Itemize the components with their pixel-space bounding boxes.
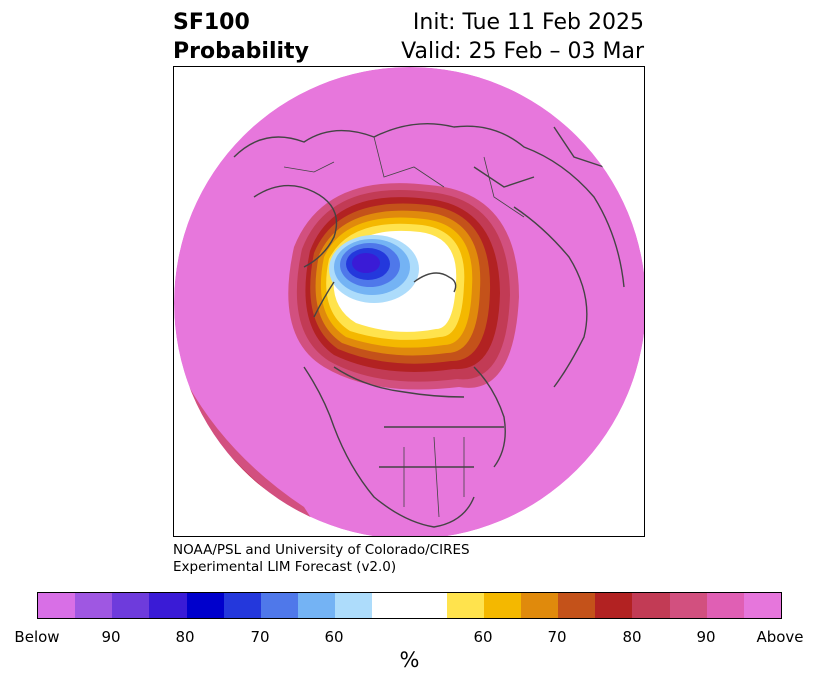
colorbar-tick-label: 70 [250, 628, 270, 646]
forecast-dates: Init: Tue 11 Feb 2025 Valid: 25 Feb – 03… [401, 8, 644, 66]
map-panel [173, 66, 645, 537]
credit-line-2: Experimental LIM Forecast (v2.0) [173, 559, 397, 575]
colorbar-swatch [75, 593, 113, 618]
polar-map [174, 67, 644, 536]
colorbar-swatch [112, 593, 150, 618]
colorbar-swatch [706, 593, 744, 618]
colorbar-tick-label: Above [756, 628, 804, 646]
colorbar-tick-label: 60 [473, 628, 493, 646]
anomaly-rings [288, 183, 519, 390]
colorbar-swatch [149, 593, 187, 618]
colorbar-swatch [372, 593, 447, 618]
valid-range: Valid: 25 Feb – 03 Mar [401, 39, 644, 64]
colorbar-swatch [223, 593, 261, 618]
colorbar-swatch [483, 593, 522, 618]
colorbar-tick-label: 80 [175, 628, 195, 646]
colorbar-swatch [632, 593, 670, 618]
title-variable: SF100 [173, 10, 250, 35]
colorbar-swatch [521, 593, 559, 618]
map-title: SF100 Probability [173, 8, 309, 66]
credit-line-1: NOAA/PSL and University of Colorado/CIRE… [173, 542, 470, 558]
colorbar-swatch [298, 593, 336, 618]
colorbar-swatch [595, 593, 633, 618]
colorbar-tick-label: 60 [324, 628, 344, 646]
colorbar-swatch [260, 593, 299, 618]
colorbar-swatch [743, 593, 782, 618]
colorbar-tick-label: 80 [622, 628, 642, 646]
colorbar-swatch [446, 593, 484, 618]
credit-text: NOAA/PSL and University of Colorado/CIRE… [173, 542, 470, 576]
colorbar-swatch [335, 593, 373, 618]
colorbar-tick-label: 90 [696, 628, 716, 646]
colorbar-unit: % [399, 648, 420, 672]
title-quantity: Probability [173, 39, 309, 64]
borders [283, 136, 525, 518]
colorbar-tick-label: 70 [547, 628, 567, 646]
colorbar-tick-label: 90 [101, 628, 121, 646]
colorbar-swatch [558, 593, 596, 618]
colorbar-ticks: Below 90 80 70 60 60 70 80 90 Above [0, 628, 819, 648]
colorbar-swatch [669, 593, 707, 618]
coastlines [233, 123, 625, 528]
colorbar-swatch [38, 593, 76, 618]
colorbar-swatch [186, 593, 224, 618]
colorbar-tick-label: Below [14, 628, 60, 646]
init-date: Init: Tue 11 Feb 2025 [412, 10, 644, 35]
colorbar [37, 592, 782, 619]
